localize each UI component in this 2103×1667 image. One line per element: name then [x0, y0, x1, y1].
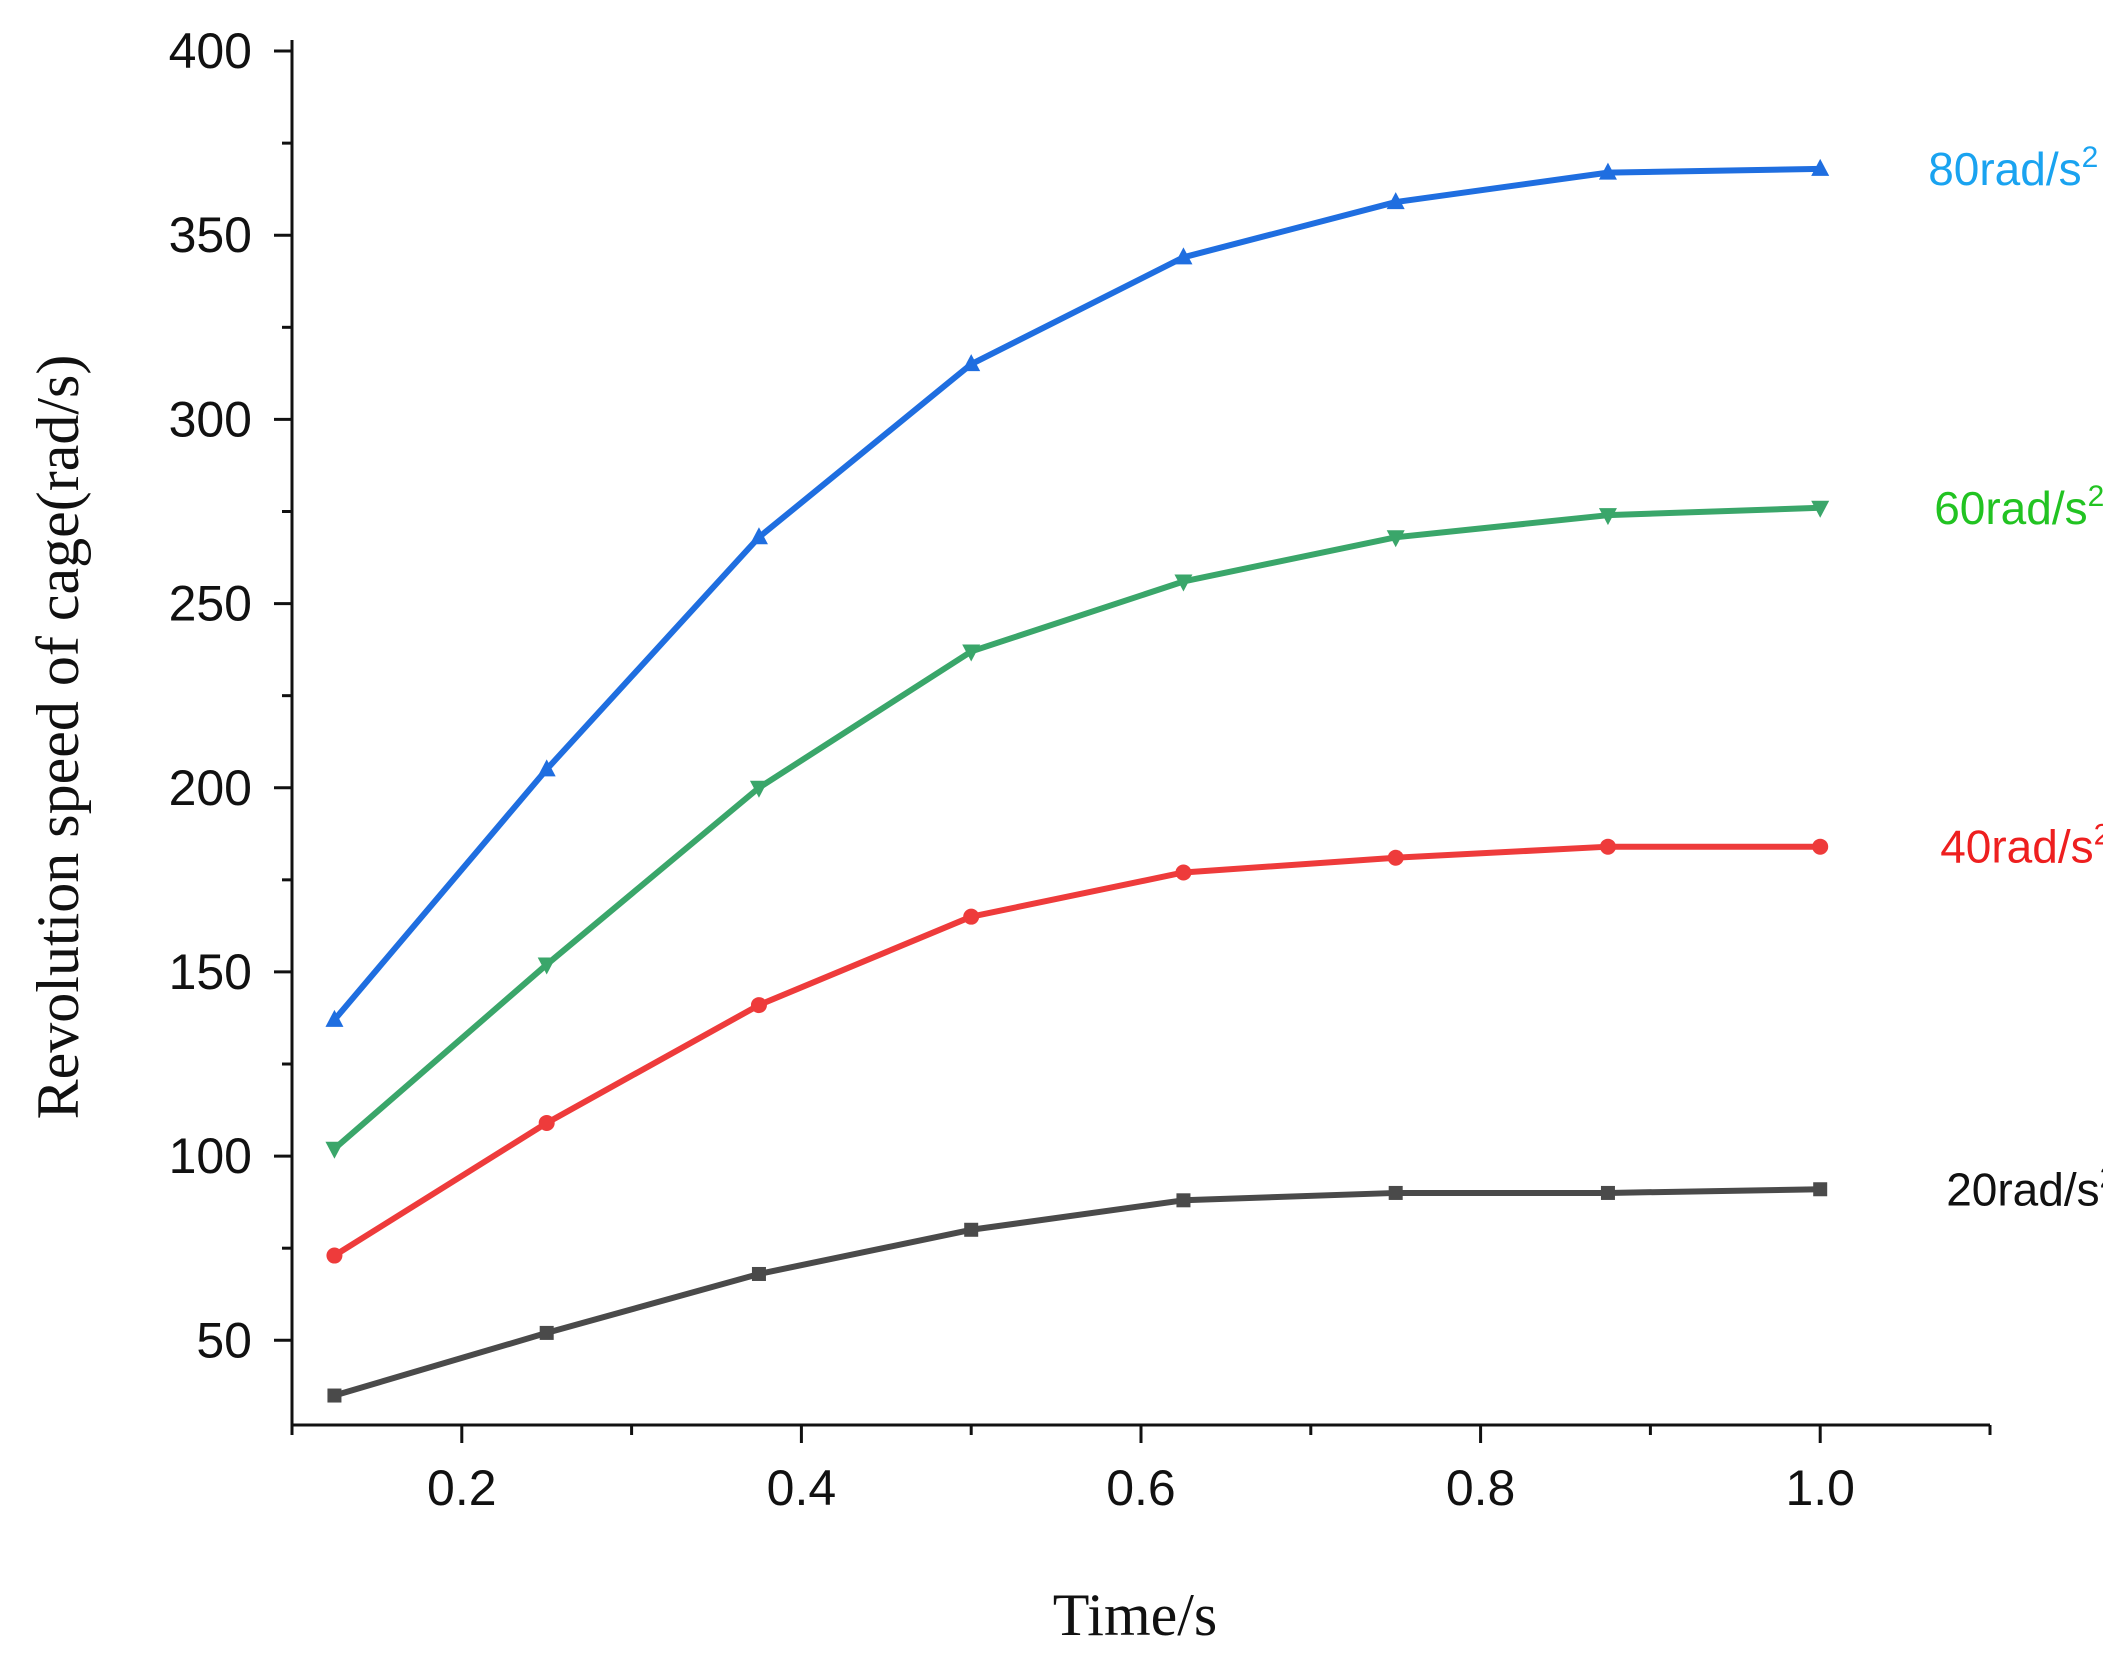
- data-point: [751, 1266, 766, 1281]
- data-point: [1174, 574, 1193, 592]
- series-square: [327, 1182, 1828, 1403]
- x-tick-label: 0.8: [1446, 1460, 1516, 1516]
- series-line: [331, 1186, 1824, 1399]
- y-tick-label: 100: [169, 1128, 252, 1184]
- data-point: [1174, 247, 1193, 265]
- series-label: 40rad/s2: [1940, 819, 2103, 873]
- series-layer: [325, 158, 1830, 1403]
- data-point: [1386, 530, 1405, 548]
- data-point: [1599, 838, 1616, 855]
- data-point: [1176, 1193, 1191, 1208]
- series-triangle-down: [325, 500, 1830, 1159]
- y-tick-label: 250: [169, 576, 252, 632]
- series-line: [331, 165, 1824, 1023]
- x-tick-label: 0.2: [427, 1460, 497, 1516]
- data-point: [326, 1247, 343, 1264]
- data-point: [1811, 500, 1830, 518]
- data-point: [1812, 838, 1829, 855]
- series-label: 80rad/s2: [1928, 141, 2098, 195]
- data-point: [963, 908, 980, 925]
- x-tick-label: 0.6: [1106, 1460, 1176, 1516]
- y-axis-title: Revolution speed of cage(rad/s): [25, 355, 91, 1120]
- series-label: 60rad/s2: [1934, 480, 2103, 534]
- data-point: [327, 1388, 342, 1403]
- series-label: 20rad/s2: [1946, 1161, 2103, 1215]
- data-point: [749, 780, 768, 798]
- data-point: [1598, 162, 1617, 180]
- y-tick-label: 50: [196, 1312, 252, 1368]
- data-point: [1388, 1185, 1403, 1200]
- y-tick-label: 400: [169, 23, 252, 79]
- data-point: [325, 1141, 344, 1159]
- data-point: [1175, 864, 1192, 881]
- y-tick-label: 350: [169, 207, 252, 263]
- data-point: [537, 957, 556, 975]
- data-point: [750, 997, 767, 1014]
- x-tick-label: 1.0: [1785, 1460, 1855, 1516]
- y-tick-label: 300: [169, 391, 252, 447]
- data-point: [964, 1222, 979, 1237]
- data-point: [962, 354, 981, 372]
- data-point: [1387, 849, 1404, 866]
- data-point: [962, 644, 981, 662]
- series-triangle-up: [325, 158, 1830, 1027]
- data-point: [749, 527, 768, 545]
- data-point: [537, 759, 556, 777]
- y-tick-label: 200: [169, 760, 252, 816]
- data-point: [538, 1114, 555, 1131]
- x-tick-label: 0.4: [767, 1460, 837, 1516]
- x-axis-title: Time/s: [1053, 1582, 1218, 1648]
- y-tick-label: 150: [169, 944, 252, 1000]
- series-circle: [326, 838, 1829, 1264]
- data-point: [1811, 158, 1830, 176]
- data-point: [1386, 192, 1405, 210]
- data-point: [1598, 508, 1617, 526]
- series-line: [331, 504, 1824, 1152]
- data-point: [325, 1009, 344, 1027]
- data-point: [1813, 1182, 1828, 1197]
- data-point: [539, 1325, 554, 1340]
- data-point: [1600, 1185, 1615, 1200]
- axes: 0.2 0.4 0.6 0.8 1.0 50 100 150 200 250 300 350 400: [169, 23, 1992, 1516]
- series-line: [331, 843, 1824, 1259]
- series-labels: 80rad/s2 60rad/s2 40rad/s2 20rad/s2: [1928, 141, 2103, 1215]
